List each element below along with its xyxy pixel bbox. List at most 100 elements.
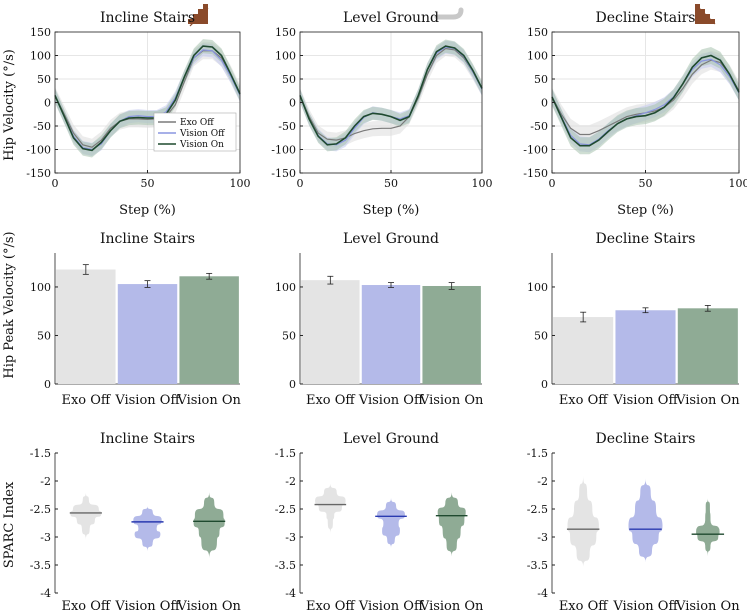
y-tick-label: 100 <box>275 281 296 294</box>
y-tick-label: 100 <box>30 281 51 294</box>
y-tick-label: 50 <box>282 73 296 86</box>
y-tick-label: -2 <box>285 475 296 488</box>
y-tick-label: 100 <box>30 50 51 63</box>
y-tick-label: 150 <box>527 26 548 39</box>
category-label: Exo Off <box>559 393 609 408</box>
chart-title: Decline Stairs <box>596 10 696 26</box>
bar <box>179 276 239 384</box>
series-line-2 <box>299 45 483 146</box>
category-label: Vision On <box>419 393 484 408</box>
y-tick-label: 50 <box>37 329 51 342</box>
panel-velocity-incline: Incline Stairs 0 50 100 -150 -100 -50 0 50 100 150… <box>26 10 250 218</box>
chart-title: Incline Stairs <box>100 10 195 26</box>
chart-title: Incline Stairs <box>100 431 195 447</box>
series-line-1 <box>551 58 740 146</box>
stairs-up-icon <box>188 4 209 27</box>
series-line-2 <box>54 45 241 152</box>
y-tick-label: 50 <box>37 73 51 86</box>
category-label: Vision Off <box>612 599 679 613</box>
chart-title: Decline Stairs <box>596 431 696 447</box>
y-tick-label: -4 <box>537 587 548 600</box>
y-tick-label: -1.5 <box>275 447 296 460</box>
chart-title: Level Ground <box>343 231 439 247</box>
series-line-1 <box>54 49 241 151</box>
bar <box>615 310 676 384</box>
bar <box>56 269 116 384</box>
x-tick-label: 100 <box>729 177 747 190</box>
y-tick-label: -4 <box>40 587 51 600</box>
bar <box>677 308 738 384</box>
y-tick-label: -1.5 <box>527 447 548 460</box>
series-band-2 <box>300 39 482 152</box>
legend-label: Vision On <box>179 140 224 150</box>
chart-title: Level Ground <box>343 431 439 447</box>
category-label: Vision Off <box>358 599 425 613</box>
y-tick-label: 0 <box>44 378 51 391</box>
y-tick-label: -3.5 <box>527 559 548 572</box>
violin <box>133 506 162 551</box>
y-tick-label: -3 <box>537 531 548 544</box>
legend-label: Exo Off <box>180 118 214 128</box>
y-tick-label: -50 <box>33 120 51 133</box>
series-line-2 <box>551 54 740 147</box>
y-tick-label: -3.5 <box>30 559 51 572</box>
violin <box>70 492 102 540</box>
y-tick-label: -3 <box>285 531 296 544</box>
x-tick-label: 0 <box>549 177 556 190</box>
violin <box>315 483 346 535</box>
bar <box>422 285 481 384</box>
category-label: Vision Off <box>358 393 425 408</box>
y-tick-label: 150 <box>275 26 296 39</box>
x-tick-label: 100 <box>230 177 251 190</box>
x-axis-label: Step (%) <box>119 203 176 218</box>
violin <box>377 497 406 549</box>
y-tick-label: -2 <box>537 475 548 488</box>
y-tick-label: 100 <box>275 50 296 63</box>
category-label: Vision Off <box>114 599 181 613</box>
y-tick-label: -150 <box>271 167 296 180</box>
y-tick-label: 0 <box>541 97 548 110</box>
panel-velocity-level: Level Ground 0 50 100 -150 -100 -50 0 50 100 150 St… <box>271 10 492 218</box>
y-tick-label: 0 <box>289 97 296 110</box>
x-axis-label: Step (%) <box>363 203 420 218</box>
row1-ylabel: Hip Velocity (°/s) <box>2 49 17 161</box>
category-label: Exo Off <box>306 599 356 613</box>
violin <box>696 497 720 557</box>
bar <box>553 317 614 384</box>
y-tick-label: -1.5 <box>30 447 51 460</box>
y-tick-label: -2.5 <box>527 503 548 516</box>
chart-title: Incline Stairs <box>100 231 195 247</box>
category-label: Exo Off <box>61 599 111 613</box>
y-tick-label: 50 <box>534 329 548 342</box>
stairs-down-icon <box>695 4 716 25</box>
x-tick-label: 50 <box>141 177 155 190</box>
y-tick-label: -150 <box>26 167 51 180</box>
y-tick-label: 0 <box>289 378 296 391</box>
y-tick-label: -4 <box>285 587 296 600</box>
panel-velocity-decline: Decline Stairs 0 50 100 -150 -100 -50 0 50 100 150… <box>523 10 747 218</box>
level-ground-icon <box>434 7 464 20</box>
category-label: Exo Off <box>306 393 356 408</box>
y-tick-label: -3.5 <box>275 559 296 572</box>
y-tick-label: -100 <box>523 144 548 157</box>
category-label: Vision On <box>419 599 484 613</box>
y-tick-label: 100 <box>527 281 548 294</box>
x-tick-label: 100 <box>472 177 493 190</box>
x-tick-label: 50 <box>384 177 398 190</box>
y-tick-label: -100 <box>271 144 296 157</box>
bar <box>361 285 421 384</box>
y-tick-label: -3 <box>40 531 51 544</box>
violin <box>193 492 225 559</box>
category-label: Exo Off <box>61 393 111 408</box>
category-label: Vision On <box>675 599 740 613</box>
violin <box>567 475 599 568</box>
x-tick-label: 0 <box>297 177 304 190</box>
y-tick-label: -150 <box>523 167 548 180</box>
series-band-2 <box>55 39 240 158</box>
row2-ylabel: Hip Peak Velocity (°/s) <box>2 231 17 378</box>
